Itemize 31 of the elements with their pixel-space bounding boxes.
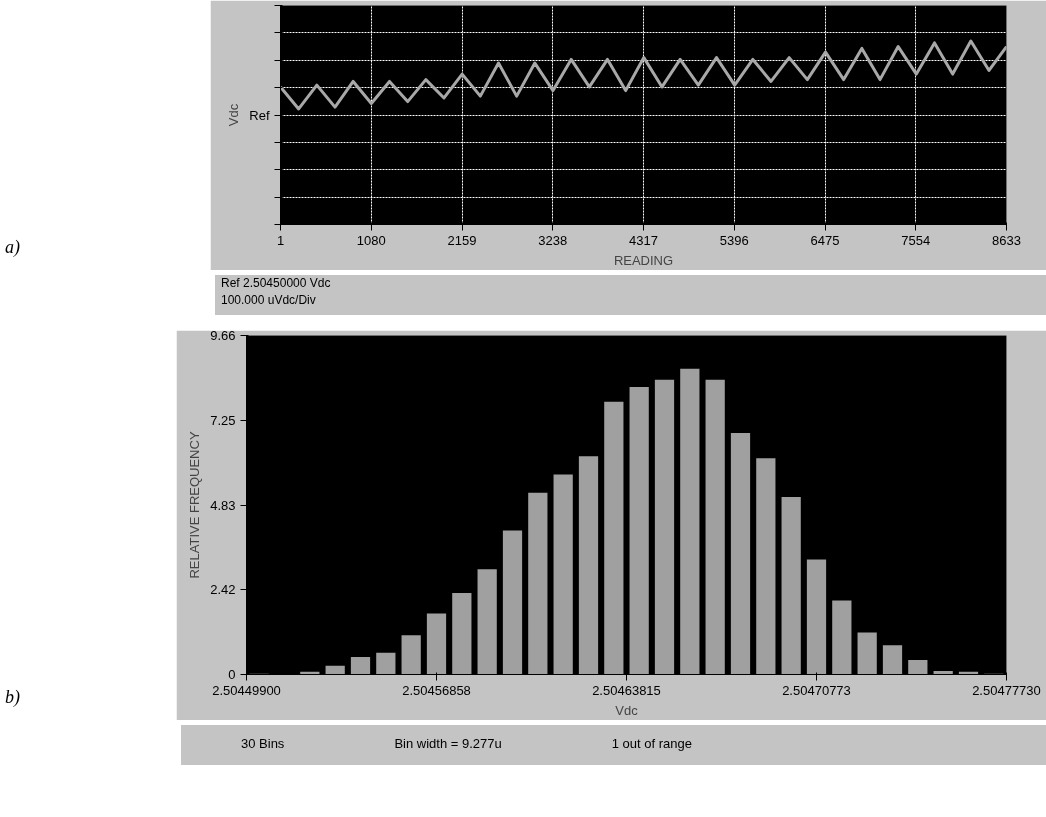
x-tick-label: 7554: [901, 232, 931, 248]
y-axis-title: Vdc: [226, 103, 242, 127]
y-axis-title: RELATIVE FREQUENCY: [187, 431, 203, 579]
x-tick-label: 2159: [447, 232, 477, 248]
x-tick-label: 1: [276, 232, 285, 248]
x-tick-label: 6475: [810, 232, 840, 248]
text: 100.000 uVdc/Div: [221, 293, 316, 308]
x-tick-label: 2.50470773: [782, 682, 851, 698]
y-tick-label: 9.66: [210, 328, 236, 343]
x-tick-label: 3238: [538, 232, 568, 248]
y-tick-label: 2.42: [210, 582, 236, 598]
x-axis-title: Vdc: [615, 702, 639, 718]
x-tick-label: 2.50449900: [212, 682, 281, 698]
y-tick-label: 7.25: [210, 412, 236, 428]
text: Bin width = 9.277u: [394, 736, 502, 751]
x-axis-title: READING: [613, 252, 674, 268]
text: 1 out of range: [611, 736, 692, 751]
text: Ref 2.50450000 Vdc: [221, 276, 331, 290]
x-tick-label: 2.50463815: [592, 682, 661, 698]
text: a): [5, 236, 20, 259]
y-tick-label: 0: [228, 667, 236, 682]
x-tick-label: 2.50477730: [972, 682, 1041, 698]
y-tick-label: 4.83: [210, 497, 236, 513]
x-tick-label: 5396: [719, 232, 749, 248]
x-tick-label: 4317: [629, 232, 658, 248]
text: b): [5, 686, 20, 709]
text: 30 Bins: [241, 736, 285, 751]
x-tick-label: 8633: [992, 232, 1021, 248]
x-tick-label: 2.50456858: [402, 682, 471, 698]
text: Ref: [249, 107, 270, 123]
x-tick-label: 1080: [356, 232, 386, 248]
